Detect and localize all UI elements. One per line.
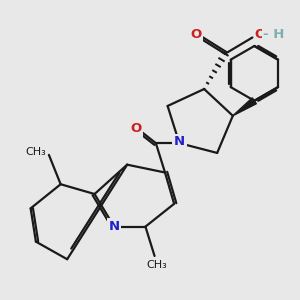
Polygon shape bbox=[233, 98, 256, 116]
Text: N: N bbox=[174, 135, 185, 148]
Text: O: O bbox=[191, 28, 202, 41]
Text: CH₃: CH₃ bbox=[146, 260, 167, 270]
Text: N: N bbox=[109, 220, 120, 233]
Text: O: O bbox=[255, 28, 266, 41]
Text: CH₃: CH₃ bbox=[25, 147, 46, 157]
Text: O: O bbox=[131, 122, 142, 135]
Text: - H: - H bbox=[262, 28, 284, 41]
